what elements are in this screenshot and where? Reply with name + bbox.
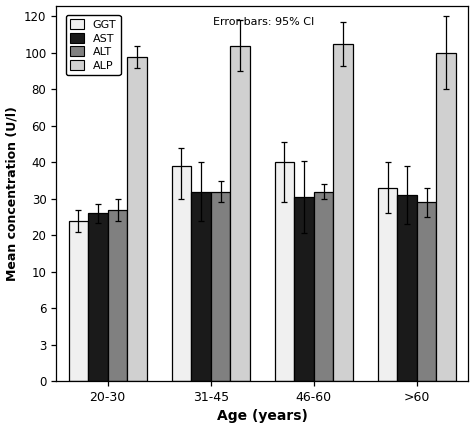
Bar: [230, 45, 250, 381]
Bar: [437, 53, 456, 381]
Bar: [88, 213, 108, 381]
Legend: GGT, AST, ALT, ALP: GGT, AST, ALT, ALP: [66, 15, 120, 75]
Bar: [417, 202, 437, 381]
Bar: [378, 188, 397, 381]
Bar: [128, 57, 147, 381]
Text: Error bars: 95% CI: Error bars: 95% CI: [213, 17, 314, 27]
Bar: [69, 221, 88, 381]
Y-axis label: Mean concentration (U/l): Mean concentration (U/l): [6, 106, 18, 281]
X-axis label: Age (years): Age (years): [217, 409, 308, 423]
Bar: [211, 191, 230, 381]
Bar: [191, 191, 211, 381]
Bar: [172, 166, 191, 381]
Bar: [333, 44, 353, 381]
Bar: [314, 191, 333, 381]
Bar: [108, 210, 128, 381]
Bar: [275, 162, 294, 381]
Bar: [397, 195, 417, 381]
Bar: [294, 197, 314, 381]
